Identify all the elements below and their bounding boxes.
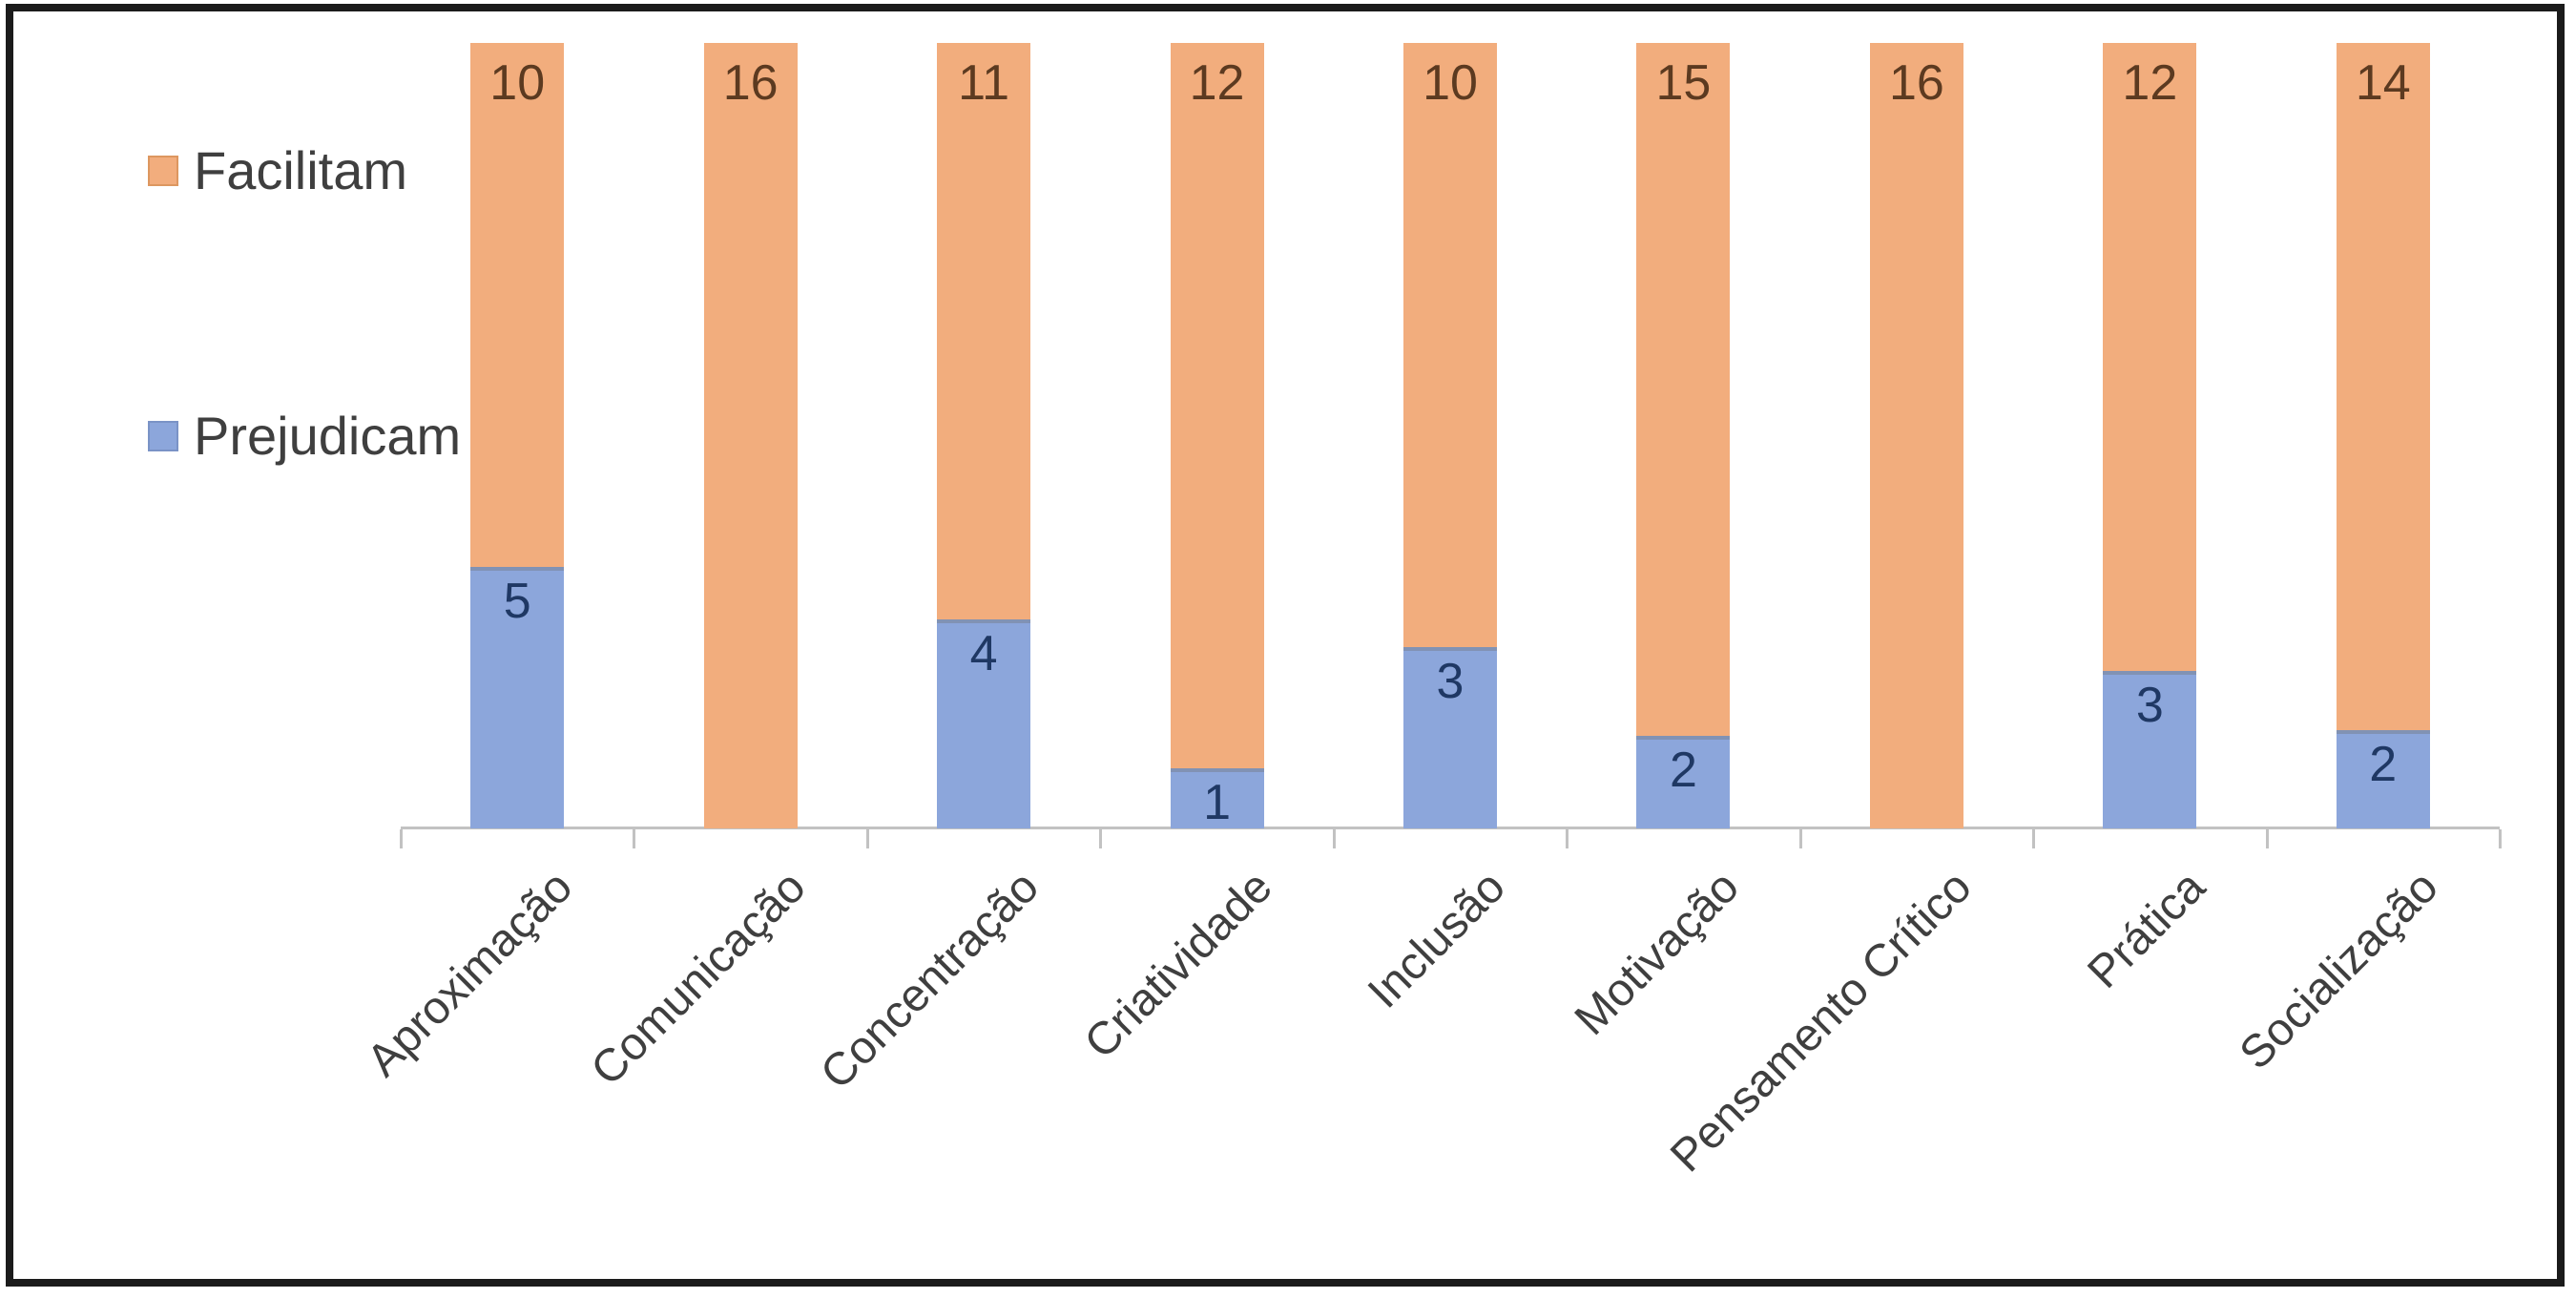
x-axis-tick (1566, 829, 1569, 848)
bar-segment-prejudicam (2336, 730, 2430, 828)
facilitam-swatch-icon (148, 155, 178, 186)
x-axis-tick (2499, 829, 2502, 848)
x-axis-tick (633, 829, 636, 848)
bar-segment-prejudicam (470, 567, 565, 828)
value-label-facilitam: 16 (722, 55, 779, 111)
legend-label-facilitam: Facilitam (194, 140, 408, 200)
value-label-facilitam: 14 (2355, 55, 2411, 111)
bar-segment-facilitam (937, 43, 1031, 619)
value-label-prejudicam: 4 (969, 626, 998, 681)
value-label-facilitam: 11 (958, 55, 1010, 111)
x-axis-tick (865, 829, 869, 848)
value-label-facilitam: 15 (1655, 55, 1712, 111)
x-axis-tick (2265, 829, 2269, 848)
x-axis-tick (2032, 829, 2036, 848)
value-label-prejudicam: 5 (503, 574, 531, 629)
value-label-facilitam: 12 (1189, 55, 1245, 111)
value-label-prejudicam: 3 (1436, 654, 1465, 709)
bar-segment-facilitam (703, 43, 798, 828)
prejudicam-swatch-icon (148, 420, 178, 451)
bar-segment-facilitam (2103, 43, 2197, 671)
value-label-prejudicam: 3 (2135, 678, 2164, 733)
bar-segment-facilitam (470, 43, 565, 567)
x-axis-tick (400, 829, 403, 848)
value-label-facilitam: 10 (489, 55, 546, 111)
bar-segment-prejudicam (1170, 768, 1264, 828)
value-label-prejudicam: 2 (1669, 743, 1697, 798)
value-label-facilitam: 10 (1423, 55, 1478, 111)
legend-item-prejudicam: Prejudicam (148, 405, 461, 467)
bar-segment-prejudicam (1403, 647, 1497, 828)
x-axis-tick (1798, 829, 1802, 848)
legend-label-prejudicam: Prejudicam (194, 406, 462, 466)
value-label-facilitam: 16 (1888, 55, 1944, 111)
value-label-prejudicam: 1 (1203, 775, 1231, 830)
value-label-facilitam: 12 (2122, 55, 2178, 111)
x-axis-tick (1332, 829, 1336, 848)
bar-segment-facilitam (2336, 43, 2430, 730)
bar-segment-facilitam (1403, 43, 1497, 647)
bar-segment-facilitam (1869, 43, 1963, 828)
x-axis-tick (1099, 829, 1103, 848)
bar-segment-prejudicam (1636, 736, 1731, 828)
bar-segment-facilitam (1170, 43, 1264, 768)
legend-item-facilitam: Facilitam (148, 139, 407, 201)
bar-segment-prejudicam (2103, 671, 2197, 828)
bar-segment-prejudicam (937, 619, 1031, 828)
value-label-prejudicam: 2 (2369, 737, 2398, 792)
bar-segment-facilitam (1636, 43, 1731, 736)
